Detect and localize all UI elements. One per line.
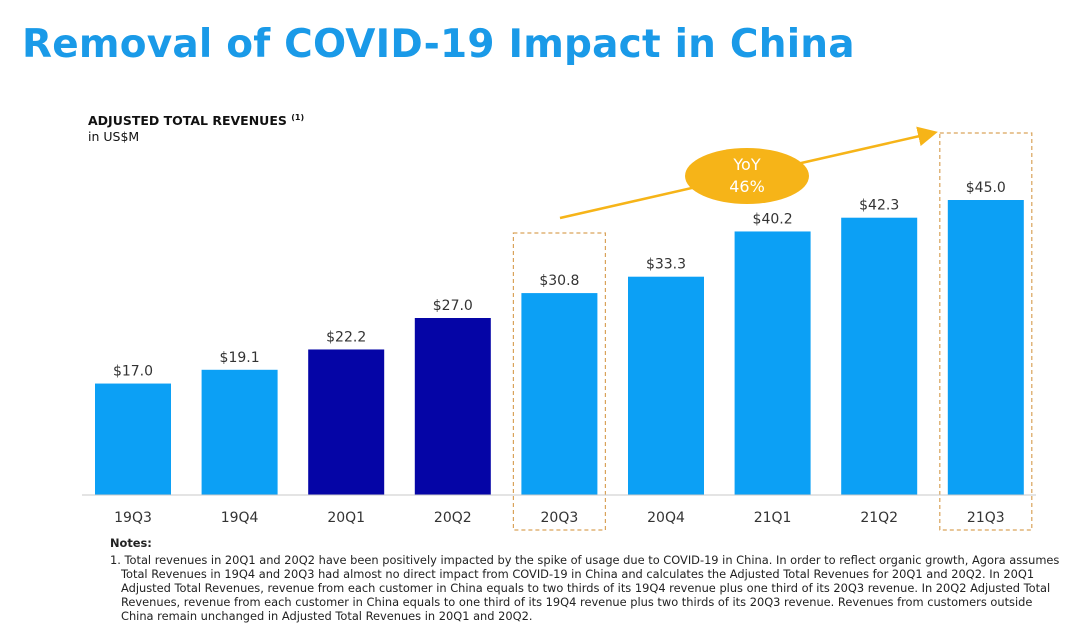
note-item-1: 1. Total revenues in 20Q1 and 20Q2 have … (110, 553, 1060, 623)
x-tick-21Q2: 21Q2 (860, 510, 898, 526)
chart-title-text: ADJUSTED TOTAL REVENUES (88, 113, 287, 129)
x-tick-20Q3: 20Q3 (541, 510, 579, 526)
notes-section: Notes: 1. Total revenues in 20Q1 and 20Q… (110, 536, 1060, 623)
bar-19Q4 (201, 369, 278, 495)
x-tick-labels-group: 19Q3 19Q4 20Q1 20Q2 20Q3 20Q4 21Q1 21Q2 21Q3 (114, 510, 1005, 526)
slide-title: Removal of COVID-19 Impact in China (22, 22, 855, 67)
notes-heading: Notes: (110, 536, 152, 550)
chart-title-footnote: (1) (291, 113, 305, 122)
bar-20Q1 (308, 349, 385, 495)
chart-title: ADJUSTED TOTAL REVENUES (1) (88, 113, 304, 128)
yoy-bubble (685, 148, 809, 204)
value-label-20Q2: $27.0 (433, 298, 473, 314)
value-label-21Q3: $45.0 (966, 180, 1006, 196)
bar-21Q2 (841, 217, 918, 495)
yoy-label: YoY (732, 155, 760, 174)
highlight-box-21Q3 (939, 132, 1033, 531)
yoy-value: 46% (729, 177, 765, 196)
value-label-20Q1: $22.2 (326, 329, 366, 345)
x-tick-21Q1: 21Q1 (754, 510, 792, 526)
value-label-21Q2: $42.3 (859, 198, 899, 214)
bar-21Q3 (947, 200, 1024, 495)
yoy-trend-annotation: YoY 46% (559, 126, 938, 220)
x-tick-19Q3: 19Q3 (114, 510, 152, 526)
value-label-20Q3: $30.8 (539, 273, 579, 289)
x-tick-20Q4: 20Q4 (647, 510, 685, 526)
bar-19Q3 (95, 383, 171, 495)
value-label-20Q4: $33.3 (646, 257, 686, 273)
x-tick-21Q3: 21Q3 (967, 510, 1005, 526)
bar-20Q3 (521, 293, 598, 495)
value-label-19Q3: $17.0 (113, 364, 153, 380)
bar-20Q2 (414, 318, 491, 495)
bars-group (95, 200, 1024, 495)
x-tick-19Q4: 19Q4 (221, 510, 259, 526)
highlight-box-20Q3 (512, 232, 607, 531)
value-labels-group: $17.0 $19.1 $22.2 $27.0 $30.8 $33.3 $40.2 $42.3… (113, 180, 1006, 380)
value-label-21Q1: $40.2 (753, 211, 793, 227)
revenue-bar-chart: $17.0 $19.1 $22.2 $27.0 $30.8 $33.3 $40.2 $42.3… (82, 126, 1036, 531)
chart-subtitle: in US$M (88, 129, 140, 144)
bar-21Q1 (734, 231, 811, 495)
highlight-boxes (512, 132, 1033, 531)
x-tick-20Q2: 20Q2 (434, 510, 472, 526)
x-tick-20Q1: 20Q1 (327, 510, 365, 526)
bar-20Q4 (628, 276, 704, 495)
value-label-19Q4: $19.1 (220, 350, 260, 366)
